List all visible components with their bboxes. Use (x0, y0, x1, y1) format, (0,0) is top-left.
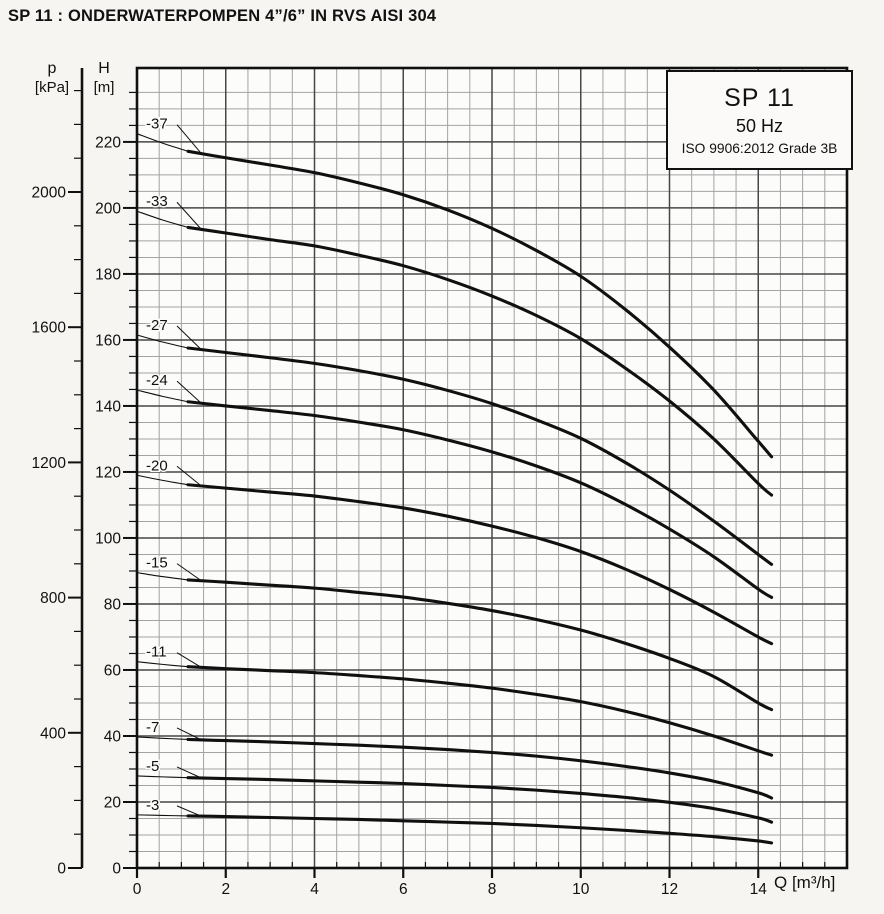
curve-label-leader--3 (176, 805, 202, 817)
head-axis-tick-label: 200 (95, 200, 121, 217)
pressure-axis-unit: [kPa] (34, 79, 70, 96)
flow-axis-tick-label: 2 (221, 881, 230, 898)
curve-label--11: -11 (146, 644, 167, 661)
pressure-axis-tick-label: 800 (40, 590, 66, 607)
pump-curve-start--33 (136, 210, 189, 228)
curve-label--3: -3 (146, 797, 159, 814)
head-axis-tick-label: 140 (95, 398, 121, 415)
head-axis-tick-label: 220 (95, 134, 121, 151)
head-axis-symbol: H (98, 60, 110, 77)
head-axis-tick-label: 80 (104, 596, 122, 613)
pump-curve-start--20 (136, 474, 189, 486)
pump-curve--33 (186, 225, 774, 497)
pump-curve-start--11 (136, 661, 189, 668)
pressure-axis-symbol: p (47, 60, 57, 77)
head-axis-unit: [m] (93, 79, 115, 96)
head-axis-tick-label: 40 (104, 728, 122, 745)
pump-curve--15 (186, 578, 774, 712)
pump-curve--20 (186, 483, 774, 646)
flow-axis-tick-label: 6 (399, 881, 408, 898)
legend-box: SP 11 50 Hz ISO 9906:2012 Grade 3B (666, 70, 853, 170)
curve-label-leader--7 (176, 727, 202, 741)
curve-label--27: -27 (146, 317, 168, 334)
curve-label--20: -20 (146, 457, 168, 474)
pressure-axis-tick-label: 400 (40, 725, 66, 742)
head-axis-tick-label: 60 (104, 662, 122, 679)
curve-label-leader--37 (176, 124, 202, 154)
flow-axis-tick-label: 8 (488, 881, 497, 898)
head-axis-tick-label: 160 (95, 332, 121, 349)
curve-label-leader--15 (176, 563, 202, 582)
curve-label-leader--33 (176, 201, 202, 230)
head-axis-tick-label: 120 (95, 464, 121, 481)
curve-label-leader--11 (176, 652, 202, 668)
head-axis-tick-label: 20 (104, 794, 122, 811)
flow-axis-tick-label: 12 (661, 881, 678, 898)
pump-curve-start--7 (136, 736, 189, 741)
head-axis-tick-label: 180 (95, 266, 121, 283)
pressure-axis-tick-label: 0 (57, 861, 66, 878)
pump-curve-start--5 (136, 775, 189, 779)
curve-label-leader--24 (176, 380, 202, 404)
pressure-axis-tick-label: 1200 (32, 455, 67, 472)
pressure-axis-tick-label: 1600 (32, 320, 67, 337)
curve-label--5: -5 (146, 758, 159, 775)
curve-label-leader--5 (176, 766, 202, 779)
figure-title: SP 11 : ONDERWATERPOMPEN 4”/6” IN RVS AI… (8, 7, 437, 25)
pump-curve--7 (186, 737, 774, 800)
flow-axis-tick-label: 10 (572, 881, 590, 898)
pump-curve--37 (186, 149, 774, 459)
flow-axis-tick-label: 14 (750, 881, 768, 898)
pump-curve--11 (186, 665, 774, 757)
flow-axis-tick-label: 4 (310, 881, 319, 898)
head-axis-tick-label: 0 (112, 861, 121, 878)
flow-axis-tick-label: 0 (133, 881, 142, 898)
pump-curve-start--27 (136, 334, 189, 349)
pump-curve--24 (186, 400, 774, 599)
curve-label--37: -37 (146, 116, 168, 133)
flow-axis-label: Q [m³/h] (774, 873, 836, 892)
head-axis-tick-label: 100 (95, 530, 121, 547)
curve-label--24: -24 (146, 372, 168, 389)
legend-frequency: 50 Hz (735, 116, 784, 136)
curve-label-leader--27 (176, 325, 202, 350)
pump-curve-start--37 (136, 133, 189, 152)
pump-curve-start--15 (136, 572, 189, 581)
curve-label--15: -15 (146, 555, 168, 572)
legend-standard: ISO 9906:2012 Grade 3B (681, 141, 838, 156)
pump-curve--27 (186, 346, 774, 566)
pressure-axis-tick-label: 2000 (32, 185, 67, 202)
curve-label--33: -33 (146, 193, 168, 210)
pump-curve--5 (186, 776, 774, 824)
pump-curve-start--3 (136, 814, 189, 817)
pump-curve-start--24 (136, 389, 189, 403)
pump-curve--3 (186, 814, 774, 845)
legend-pump-model: SP 11 (724, 84, 795, 112)
curve-label-leader--20 (176, 465, 202, 487)
curve-label--7: -7 (146, 719, 159, 736)
